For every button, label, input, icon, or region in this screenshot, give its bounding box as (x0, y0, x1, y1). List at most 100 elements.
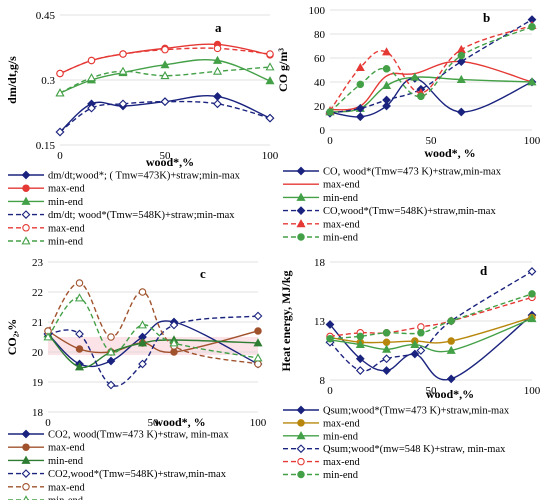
legend-label: min-end (323, 233, 359, 244)
data-point (382, 101, 391, 111)
data-point (212, 66, 223, 75)
data-point (265, 76, 275, 85)
data-point (456, 74, 466, 84)
data-point (253, 338, 263, 347)
data-point (118, 66, 128, 75)
legend-entry: min-end (283, 431, 359, 442)
data-point (106, 356, 116, 366)
data-point (170, 348, 178, 356)
x-axis-label: wood*,% (426, 387, 474, 401)
x-tick-label: 0 (327, 135, 333, 147)
panel-letter: c (200, 266, 206, 281)
legend-marker (297, 470, 305, 479)
data-point (74, 362, 85, 371)
data-point (326, 334, 334, 343)
data-point (253, 311, 263, 321)
legend-entry: max-end (283, 219, 360, 230)
legend-entry: min-end (8, 236, 84, 248)
data-point (43, 332, 53, 341)
x-tick-label: 50 (148, 417, 160, 429)
legend-entry: dm/dt;wood*; ( Tmw=473K)+straw;min-max (8, 171, 241, 182)
x-tick-label: 0 (57, 150, 63, 162)
legend-label: Qsum;wood*(Tmw=473 K)+straw,min-max (323, 406, 510, 417)
data-point (355, 112, 365, 122)
data-point (86, 73, 97, 82)
series-line-5 (329, 26, 533, 113)
legend-label: min-end (48, 237, 84, 248)
data-point (382, 80, 392, 90)
data-point (456, 44, 466, 54)
data-point (107, 333, 115, 341)
data-point (447, 317, 455, 325)
data-point (75, 329, 84, 339)
data-point (169, 338, 179, 347)
data-point (456, 107, 466, 117)
y-tick-label: 22 (32, 287, 43, 299)
data-point (118, 99, 128, 109)
data-point (527, 267, 537, 276)
data-point (326, 108, 334, 116)
data-point (106, 380, 116, 390)
data-point (138, 359, 147, 369)
data-point (265, 113, 275, 123)
data-point (160, 97, 170, 107)
legend-entry: max-end (8, 184, 85, 195)
x-tick-label: 100 (250, 417, 267, 429)
legend-marker (21, 236, 31, 245)
data-point (253, 353, 263, 362)
data-point (137, 320, 148, 329)
legend-label: max-end (48, 482, 85, 493)
data-point (213, 44, 222, 53)
legend-entry: min-end (283, 192, 359, 204)
x-tick-label: 100 (524, 135, 541, 147)
x-tick-label: 100 (524, 385, 541, 397)
data-point (410, 339, 420, 349)
legend-marker (21, 170, 31, 180)
data-point (87, 56, 96, 65)
data-point (55, 88, 65, 97)
y-tick-label: 40 (314, 77, 326, 89)
y-axis-label: Heat energy, MJ/kg (279, 271, 293, 372)
data-point (213, 99, 222, 109)
legend-label: CO, wood*(Tmw=473 K)+straw,min-max (323, 167, 502, 178)
legend-entry: max-end (8, 223, 85, 234)
data-point (417, 92, 425, 101)
y-axis-label: dm/dt,g/s (5, 56, 19, 104)
y-tick-label: 23 (32, 257, 44, 269)
legend-label: max-end (323, 180, 360, 191)
data-point (55, 127, 65, 137)
data-point (417, 329, 425, 337)
data-point (355, 366, 365, 375)
panel-letter: d (480, 263, 488, 278)
legend-marker (296, 166, 306, 176)
legend-label: CO,wood*(Tmw=548K)+straw,min-max (323, 206, 496, 217)
data-point (382, 47, 392, 56)
data-point (356, 80, 365, 89)
legend-entry: max-end (283, 457, 360, 468)
legend-marker (21, 429, 31, 439)
legend-entry: max-end (8, 443, 85, 454)
series-line-0 (59, 95, 271, 133)
legend-entry: min-end (283, 233, 359, 244)
chart-a: 0.15 0.3 0.45 0 50 100 a wood*,% dm/dt,g/s dm/dt;… (5, 10, 279, 248)
data-point (410, 72, 420, 81)
data-point (527, 313, 537, 323)
y-tick-label: 18 (32, 407, 44, 419)
x-tick-label: 50 (426, 135, 438, 147)
data-point (528, 23, 536, 31)
legend-entry: min-end (8, 495, 84, 500)
legend-label: min-end (48, 456, 84, 467)
data-point (75, 345, 84, 353)
data-point (212, 55, 223, 64)
data-point (446, 374, 456, 384)
data-point (356, 332, 365, 341)
legend-marker (22, 184, 30, 192)
series-line-3 (59, 100, 271, 133)
legend-marker (22, 483, 30, 491)
data-point (265, 62, 275, 71)
data-point (254, 360, 262, 368)
legend-marker (296, 192, 306, 201)
data-point (74, 293, 85, 302)
data-point (446, 345, 456, 354)
